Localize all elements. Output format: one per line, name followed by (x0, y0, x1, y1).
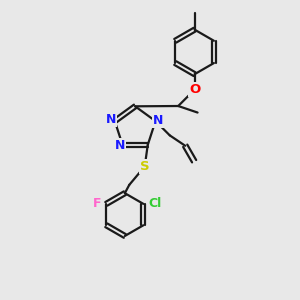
Text: N: N (106, 113, 116, 126)
Text: N: N (114, 139, 125, 152)
Text: F: F (92, 197, 101, 210)
Text: O: O (189, 83, 200, 96)
Text: Cl: Cl (148, 197, 161, 210)
Text: S: S (140, 160, 150, 173)
Text: N: N (153, 114, 164, 127)
